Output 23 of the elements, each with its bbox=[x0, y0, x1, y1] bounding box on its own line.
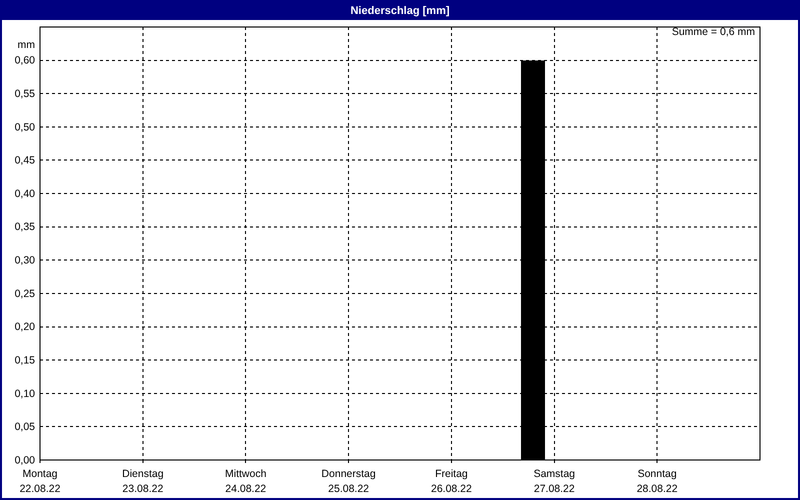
y-tick-label: 0,50 bbox=[14, 121, 36, 134]
y-tick-label: 0,45 bbox=[14, 154, 36, 167]
annotation: Summe = 0,6 mm bbox=[672, 26, 756, 38]
y-axis-title: mm bbox=[18, 39, 36, 51]
y-tick-label: 0,15 bbox=[14, 354, 36, 366]
x-tick-label: Freitag 26.08.22 bbox=[430, 468, 472, 495]
x-tick-label: Montag 22.08.22 bbox=[20, 468, 61, 495]
x-tick-label: Donnerstag 25.08.22 bbox=[321, 468, 376, 495]
x-tick-label: Samstag 27.08.22 bbox=[534, 468, 576, 495]
y-tick-label: 0,60 bbox=[14, 54, 36, 67]
y-tick-label: 0,20 bbox=[14, 321, 36, 334]
y-tick-label: 0,35 bbox=[14, 221, 36, 234]
chart-title: Niederschlag [mm] bbox=[350, 5, 450, 17]
x-tick-label: Mittwoch 24.08.22 bbox=[224, 468, 267, 495]
y-tick-label: 0,40 bbox=[14, 188, 36, 200]
x-tick-label: Dienstag 23.08.22 bbox=[122, 468, 164, 495]
y-tick-label: 0,30 bbox=[14, 254, 36, 267]
y-tick-label: 0,05 bbox=[14, 421, 36, 434]
y-tick-label: 0,55 bbox=[14, 88, 36, 100]
y-tick-label: 0,10 bbox=[14, 388, 36, 400]
y-tick-label: 0,00 bbox=[14, 454, 36, 466]
x-tick-label: Sonntag 28.08.22 bbox=[636, 468, 678, 495]
y-tick-label: 0,25 bbox=[14, 288, 36, 300]
